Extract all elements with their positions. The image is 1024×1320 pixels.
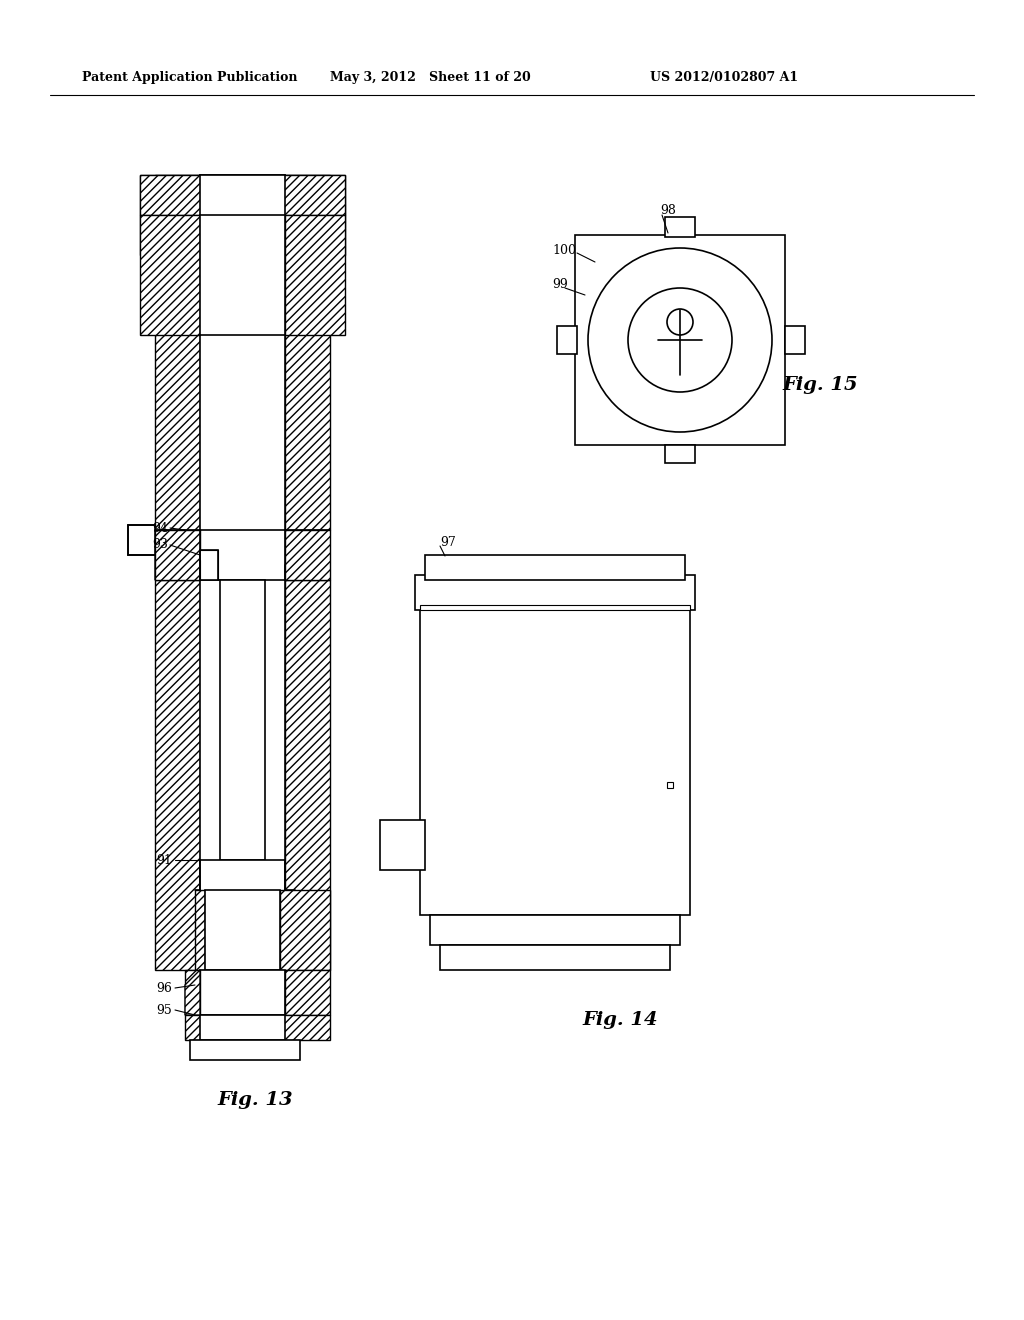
Bar	[200, 579, 285, 970]
Bar	[380, 820, 425, 870]
Bar	[665, 216, 695, 238]
Bar	[665, 445, 695, 463]
Bar	[440, 945, 670, 970]
Bar	[415, 576, 695, 610]
Bar	[285, 579, 330, 970]
Circle shape	[588, 248, 772, 432]
Circle shape	[667, 309, 693, 335]
Circle shape	[628, 288, 732, 392]
Bar	[285, 531, 330, 579]
Text: 96: 96	[156, 982, 172, 994]
Bar	[200, 176, 285, 255]
Bar	[220, 579, 265, 861]
Text: Fig. 15: Fig. 15	[782, 376, 858, 393]
Bar	[420, 605, 690, 610]
Bar	[140, 215, 200, 335]
Text: Fig. 13: Fig. 13	[217, 1092, 293, 1109]
Bar	[785, 326, 805, 354]
Bar	[285, 970, 330, 1015]
Bar	[420, 605, 690, 915]
Bar	[140, 176, 345, 215]
Bar	[140, 176, 200, 255]
Text: US 2012/0102807 A1: US 2012/0102807 A1	[650, 71, 798, 84]
Bar	[200, 176, 285, 531]
Bar	[155, 579, 200, 970]
Polygon shape	[185, 970, 200, 1015]
Text: Patent Application Publication: Patent Application Publication	[82, 71, 298, 84]
Bar	[190, 1040, 300, 1060]
Bar	[557, 326, 577, 354]
Bar	[200, 215, 285, 335]
Bar	[430, 915, 680, 945]
Bar	[200, 970, 285, 1015]
Text: 99: 99	[552, 279, 567, 292]
Bar	[425, 554, 685, 579]
Bar	[285, 215, 345, 335]
Bar	[575, 235, 785, 445]
Bar	[200, 550, 218, 579]
Bar	[185, 970, 200, 1015]
Bar	[285, 176, 330, 531]
Bar	[285, 176, 345, 255]
Bar	[205, 890, 280, 970]
Text: May 3, 2012   Sheet 11 of 20: May 3, 2012 Sheet 11 of 20	[330, 71, 530, 84]
Text: 100: 100	[552, 243, 575, 256]
Bar	[280, 890, 330, 970]
Text: 97: 97	[440, 536, 456, 549]
Text: 94: 94	[153, 521, 168, 535]
Text: 91: 91	[156, 854, 172, 866]
Bar	[195, 890, 205, 970]
Bar	[155, 531, 200, 579]
Text: 95: 95	[157, 1003, 172, 1016]
Bar	[185, 1015, 330, 1040]
Text: Fig. 14: Fig. 14	[583, 1011, 657, 1030]
Bar	[155, 176, 200, 531]
Text: 93: 93	[153, 539, 168, 552]
Polygon shape	[155, 531, 200, 579]
Text: 98: 98	[660, 203, 676, 216]
Bar	[200, 861, 285, 960]
Bar	[128, 525, 155, 554]
Bar	[200, 1015, 285, 1040]
Polygon shape	[285, 531, 330, 579]
